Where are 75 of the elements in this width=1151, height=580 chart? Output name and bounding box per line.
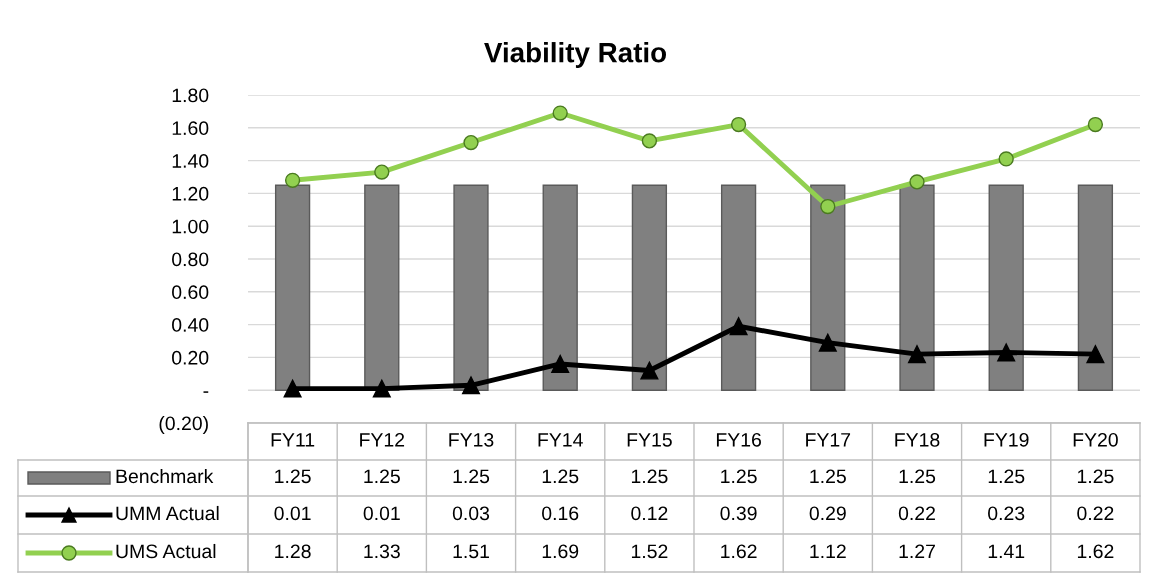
point — [552, 105, 568, 121]
y-tick-label: 1.60 — [172, 121, 209, 136]
x-tick-label: FY16 — [716, 432, 761, 447]
data-label: 1.33 — [364, 544, 400, 559]
data-label: 1.27 — [899, 544, 935, 559]
data-label: 0.01 — [363, 506, 400, 521]
x-tick-label: FY18 — [895, 432, 940, 447]
data-label: 1.25 — [810, 469, 846, 484]
point — [730, 116, 747, 133]
point — [729, 317, 748, 336]
data-label: 0.29 — [809, 506, 846, 521]
point — [641, 133, 658, 149]
x-tick-label: FY15 — [627, 433, 672, 447]
y-tick-label: - — [203, 391, 209, 393]
point — [283, 379, 302, 398]
data-label: 0.03 — [452, 506, 490, 521]
y-tick-label: 0.40 — [172, 318, 209, 332]
point — [820, 198, 836, 215]
y-tick-label: 1.20 — [172, 186, 209, 201]
x-tick-label: FY12 — [360, 432, 405, 447]
y-tick-label: 0.80 — [172, 252, 209, 267]
data-label: 0.12 — [631, 506, 668, 521]
data-label: 0.22 — [898, 506, 935, 521]
point — [372, 379, 391, 398]
y-tick-label: 0.60 — [172, 285, 209, 300]
data-label: 1.25 — [631, 469, 668, 484]
y-tick-label: 1.80 — [172, 88, 209, 103]
point — [461, 376, 481, 395]
legend-label: UMM Actual — [116, 505, 219, 521]
data-label: 0.16 — [542, 506, 579, 521]
x-tick-label: FY19 — [984, 432, 1029, 447]
point — [998, 151, 1014, 167]
point — [909, 174, 925, 190]
x-tick-label: FY17 — [806, 433, 851, 447]
data-label: 1.25 — [364, 469, 400, 484]
data-label: 1.25 — [275, 469, 311, 484]
data-label: 1.52 — [631, 544, 668, 559]
data-label: 1.25 — [453, 469, 490, 484]
data-label: 1.25 — [721, 469, 757, 484]
point — [1087, 116, 1104, 133]
point — [1086, 345, 1105, 364]
data-label: 1.62 — [1077, 544, 1114, 559]
point — [818, 333, 837, 352]
data-label: 1.25 — [1077, 469, 1114, 484]
data-label: 1.28 — [275, 544, 311, 559]
data-label: 0.23 — [988, 506, 1025, 521]
data-label: 1.69 — [542, 544, 579, 559]
x-tick-label: FY13 — [449, 432, 494, 447]
y-tick-label: 1.40 — [172, 154, 209, 168]
chart-title: Viability Ratio — [484, 42, 667, 68]
x-tick-label: FY20 — [1073, 432, 1118, 447]
data-label: 0.39 — [720, 506, 757, 521]
data-label: 1.25 — [899, 469, 936, 484]
data-label: 0.01 — [274, 506, 311, 521]
point — [997, 343, 1016, 362]
data-label: 0.22 — [1077, 506, 1114, 521]
point — [907, 345, 927, 364]
data-label: 1.51 — [453, 544, 489, 559]
y-tick-label: 0.20 — [172, 350, 209, 365]
point — [284, 172, 301, 188]
data-label: 1.25 — [542, 469, 579, 484]
legend-label: UMS Actual — [116, 543, 216, 559]
data-label: 1.12 — [810, 544, 846, 559]
point — [463, 134, 479, 151]
data-label: 1.41 — [988, 544, 1025, 559]
x-tick-label: FY14 — [538, 433, 583, 447]
data-label: 1.62 — [721, 544, 757, 559]
x-tick-label: FY11 — [271, 433, 315, 447]
legend-label: Benchmark — [116, 468, 214, 484]
data-label: 1.25 — [988, 469, 1025, 484]
point — [640, 361, 659, 380]
point — [551, 354, 570, 373]
point — [374, 164, 390, 180]
y-tick-label: 1.00 — [172, 219, 209, 234]
y-tick-label: (0.20) — [159, 415, 208, 435]
